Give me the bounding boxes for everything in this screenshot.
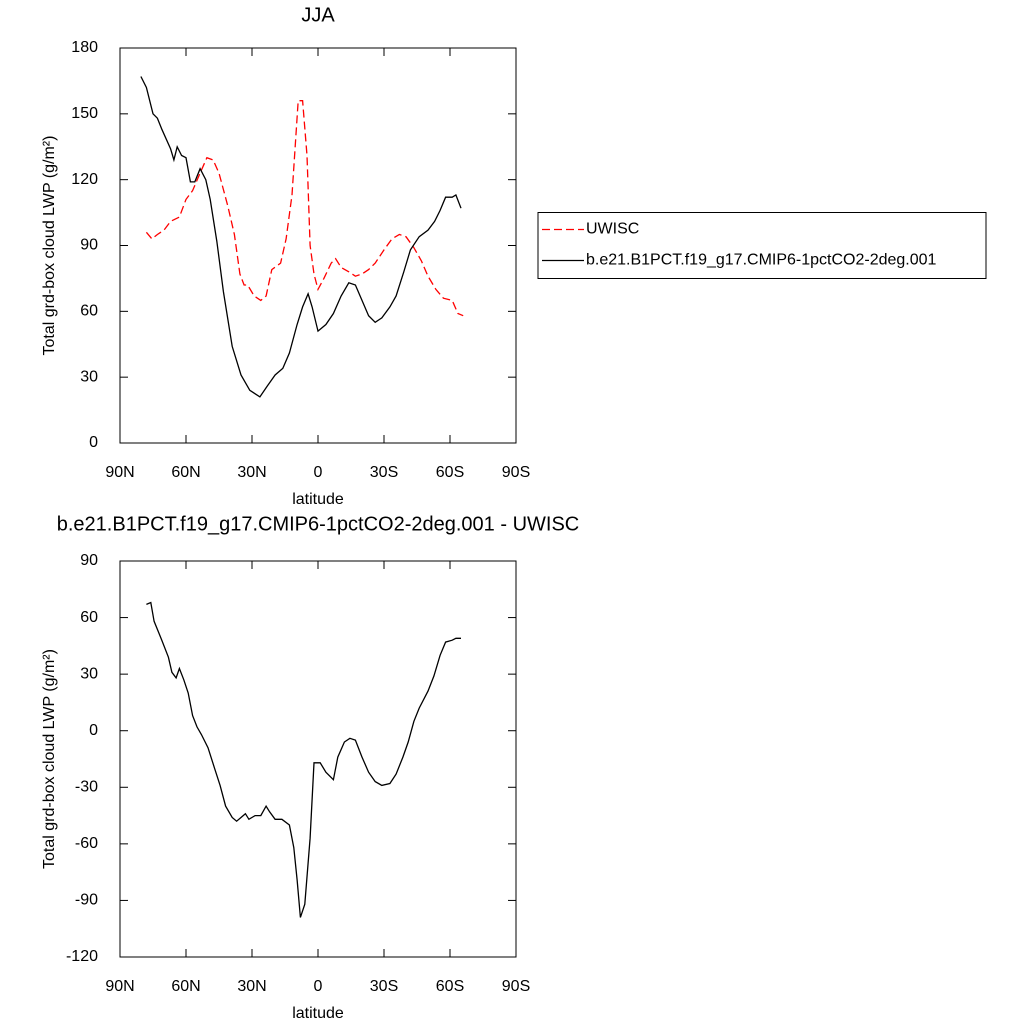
data-line xyxy=(146,601,461,918)
y-tick-label: 120 xyxy=(71,171,98,188)
x-axis-label: latitude xyxy=(292,1005,344,1022)
y-tick-label: 60 xyxy=(80,303,98,320)
data-line xyxy=(140,76,462,398)
y-tick-label: -120 xyxy=(66,948,98,965)
y-tick-label: -90 xyxy=(75,892,98,909)
x-tick-label: 60S xyxy=(436,464,464,481)
x-tick-label: 90N xyxy=(105,978,134,995)
y-tick-label: 0 xyxy=(89,722,98,739)
y-tick-label: -30 xyxy=(75,779,98,796)
x-tick-label: 90S xyxy=(502,464,530,481)
chart-title: b.e21.B1PCT.f19_g17.CMIP6-1pctCO2-2deg.0… xyxy=(57,513,579,535)
x-tick-label: 0 xyxy=(314,464,323,481)
legend-label: UWISC xyxy=(586,221,639,238)
data-line xyxy=(145,100,464,317)
y-tick-label: 30 xyxy=(80,368,98,385)
y-tick-label: 90 xyxy=(80,237,98,254)
y-axis-label: Total grd-box cloud LWP (g/m²) xyxy=(41,649,58,869)
y-tick-label: 150 xyxy=(71,105,98,122)
y-tick-label: 30 xyxy=(80,665,98,682)
y-tick-label: 90 xyxy=(80,552,98,569)
x-tick-label: 90S xyxy=(502,978,530,995)
y-tick-label: 0 xyxy=(89,434,98,451)
x-tick-label: 30S xyxy=(370,464,398,481)
x-tick-label: 90N xyxy=(105,464,134,481)
y-axis-label: Total grd-box cloud LWP (g/m²) xyxy=(41,136,58,356)
plot-frame xyxy=(119,560,517,958)
x-tick-label: 30N xyxy=(237,464,266,481)
x-tick-label: 30S xyxy=(370,978,398,995)
legend-box xyxy=(537,212,987,279)
legend-label: b.e21.B1PCT.f19_g17.CMIP6-1pctCO2-2deg.0… xyxy=(586,252,937,269)
x-tick-label: 30N xyxy=(237,978,266,995)
y-tick-label: 60 xyxy=(80,609,98,626)
x-tick-label: 60N xyxy=(171,978,200,995)
x-tick-label: 60N xyxy=(171,464,200,481)
x-axis-label: latitude xyxy=(292,491,344,508)
x-tick-label: 60S xyxy=(436,978,464,995)
y-tick-label: 180 xyxy=(71,39,98,56)
y-tick-label: -60 xyxy=(75,835,98,852)
chart-title: JJA xyxy=(301,4,335,26)
x-tick-label: 0 xyxy=(314,978,323,995)
plot-frame xyxy=(119,47,517,444)
